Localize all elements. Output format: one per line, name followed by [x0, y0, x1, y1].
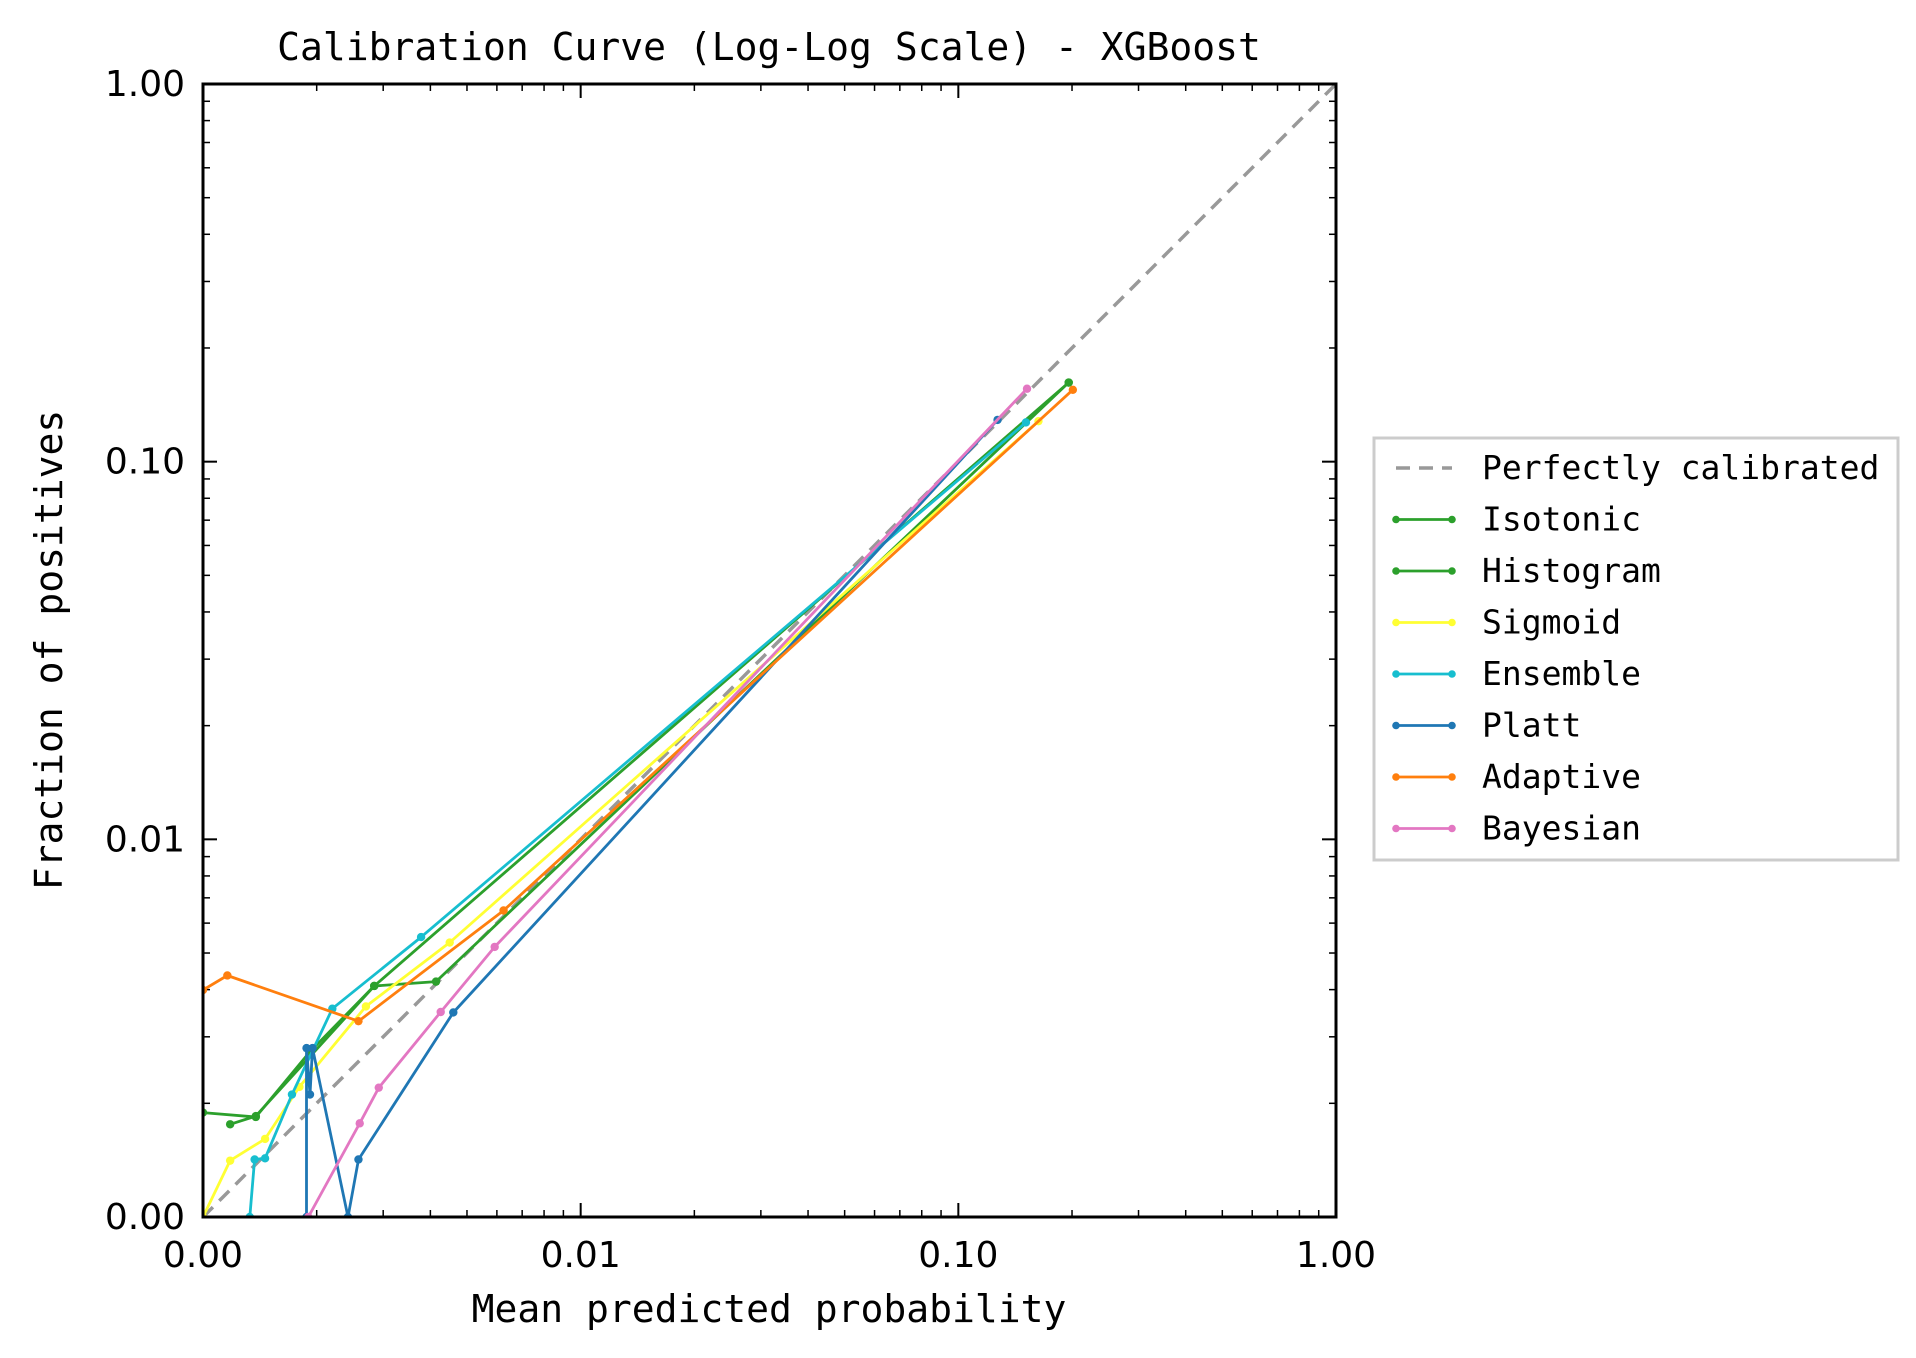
legend-entry-platt: Platt — [1392, 706, 1581, 745]
legend-label: Adaptive — [1482, 757, 1641, 796]
y-tick-label: 0.01 — [105, 819, 185, 860]
data-point-isotonic — [225, 1120, 235, 1129]
y-tick-label: 1.00 — [105, 64, 185, 105]
series-layer — [203, 378, 1078, 1217]
legend-marker — [1448, 618, 1456, 627]
legend-marker — [1448, 721, 1456, 730]
series-line-adaptive — [203, 388, 1074, 1023]
legend-entry-sigmoid: Sigmoid — [1392, 603, 1621, 642]
series-sigmoid — [203, 416, 1043, 1217]
legend-entry-perfectly-calibrated: Perfectly calibrated — [1396, 448, 1879, 487]
data-point-ensemble — [1021, 418, 1031, 427]
data-point-histogram — [370, 981, 379, 991]
data-point-adaptive — [354, 1016, 363, 1026]
series-platt — [302, 415, 1002, 1217]
data-point-bayesian — [374, 1083, 383, 1092]
legend-entry-ensemble: Ensemble — [1392, 654, 1641, 693]
x-axis-label: Mean predicted probability — [472, 1287, 1067, 1331]
series-bayesian — [304, 384, 1032, 1217]
data-point-bayesian — [355, 1119, 364, 1128]
data-point-bayesian — [1022, 384, 1032, 393]
legend-label: Histogram — [1482, 551, 1661, 590]
data-point-ensemble — [287, 1090, 297, 1099]
data-point-ensemble — [260, 1154, 270, 1163]
data-point-sigmoid — [445, 938, 454, 947]
data-point-bayesian — [436, 1007, 445, 1017]
legend-marker — [1392, 618, 1400, 627]
x-tick-label: 0.10 — [918, 1235, 998, 1276]
plot-frame — [201, 82, 1338, 1219]
data-point-adaptive — [1068, 385, 1078, 394]
x-tick-label: 0.00 — [163, 1235, 243, 1276]
legend-entry-isotonic: Isotonic — [1392, 500, 1641, 539]
legend-marker — [1448, 824, 1456, 833]
data-point-ensemble — [416, 932, 426, 942]
series-line-sigmoid — [203, 420, 1040, 1217]
data-point-platt — [305, 1090, 315, 1099]
legend: Perfectly calibrated Isotonic Histogram Sig… — [1372, 436, 1900, 862]
legend-label: Platt — [1482, 706, 1581, 745]
data-point-ensemble — [250, 1155, 259, 1164]
legend-label: Ensemble — [1482, 654, 1641, 693]
y-tick-label: 0.00 — [105, 1197, 185, 1238]
data-point-sigmoid — [260, 1134, 270, 1144]
legend-label: Bayesian — [1482, 809, 1641, 848]
data-point-bayesian — [490, 942, 499, 952]
series-line-ensemble — [248, 421, 1027, 1217]
data-point-platt — [449, 1008, 458, 1017]
data-point-sigmoid — [361, 1002, 371, 1011]
perfectly-calibrated-line — [203, 84, 1336, 1217]
series-histogram — [203, 378, 1073, 1122]
legend-marker — [1448, 567, 1456, 575]
legend-label: Perfectly calibrated — [1482, 448, 1879, 487]
series-line-bayesian — [307, 387, 1029, 1217]
legend-box — [1372, 436, 1900, 862]
legend-marker — [1392, 515, 1400, 524]
legend-marker — [1392, 721, 1400, 730]
data-point-histogram — [1064, 378, 1073, 387]
legend-marker — [1392, 670, 1400, 678]
x-tick-label: 0.01 — [541, 1235, 621, 1276]
legend-marker — [1448, 670, 1456, 678]
series-ensemble — [245, 418, 1031, 1217]
data-point-histogram — [251, 1112, 261, 1122]
chart-title: Calibration Curve (Log-Log Scale) - XGBo… — [277, 25, 1261, 69]
legend-label: Sigmoid — [1482, 603, 1621, 642]
legend-marker — [1448, 773, 1456, 781]
data-point-platt — [308, 1043, 317, 1053]
axis-ticks: 0.00 0.01 0.10 1.00 0.00 0.01 0.10 1.00 — [105, 64, 1376, 1276]
legend-marker — [1392, 567, 1400, 575]
data-point-isotonic — [431, 977, 441, 986]
legend-marker — [1392, 773, 1400, 781]
data-point-adaptive — [223, 971, 232, 980]
data-point-platt — [302, 1043, 311, 1053]
reference-layer — [203, 84, 1336, 1217]
x-tick-label: 1.00 — [1296, 1235, 1376, 1276]
legend-entry-adaptive: Adaptive — [1392, 757, 1641, 796]
y-axis-label: Fraction of positives — [27, 410, 71, 890]
data-point-sigmoid — [225, 1156, 235, 1165]
legend-entry-bayesian: Bayesian — [1392, 809, 1641, 848]
series-line-platt — [305, 418, 999, 1217]
data-point-adaptive — [499, 906, 508, 915]
series-adaptive — [203, 385, 1078, 1026]
y-tick-label: 0.10 — [105, 442, 185, 483]
legend-entry-histogram: Histogram — [1392, 551, 1661, 590]
data-point-platt — [354, 1155, 363, 1164]
legend-label: Isotonic — [1482, 500, 1641, 539]
legend-marker — [1448, 515, 1456, 524]
legend-marker — [1392, 824, 1400, 833]
